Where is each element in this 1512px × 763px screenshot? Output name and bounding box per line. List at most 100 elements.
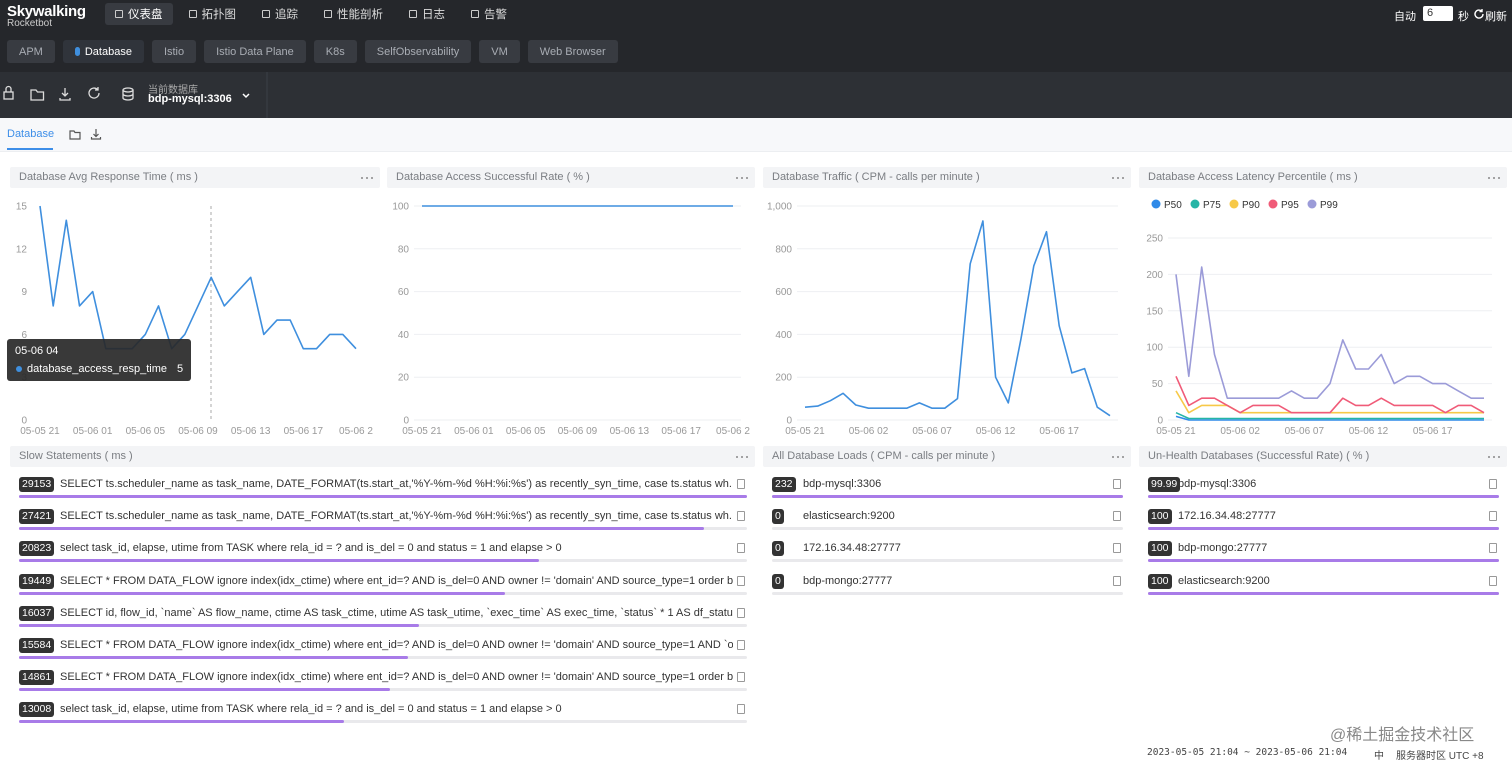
bar-track: [772, 495, 1123, 498]
nav-item[interactable]: 仪表盘: [105, 3, 173, 25]
x-tick-label: 05-06 07: [912, 426, 952, 437]
more-icon[interactable]: [360, 176, 374, 180]
more-icon[interactable]: [1487, 176, 1501, 180]
copy-icon[interactable]: [737, 543, 745, 554]
y-tick-label: 800: [775, 244, 792, 255]
refresh-button[interactable]: 刷新: [1485, 11, 1507, 23]
bar: [1148, 591, 1499, 595]
y-tick-label: 6: [21, 330, 27, 341]
copy-icon[interactable]: [737, 511, 745, 522]
y-tick-label: 60: [398, 287, 410, 298]
panel-title: Slow Statements ( ms ): [10, 446, 755, 467]
tab[interactable]: Database: [62, 40, 144, 63]
copy-icon[interactable]: [1489, 543, 1497, 554]
bar-track: [19, 656, 747, 659]
value-badge: 100: [1148, 509, 1172, 525]
line-series: [1175, 375, 1485, 414]
bar: [19, 495, 747, 498]
copy-icon[interactable]: [1113, 511, 1121, 522]
tab[interactable]: Web Browser: [527, 40, 618, 63]
copy-icon[interactable]: [1113, 543, 1121, 554]
bar-track: [1148, 591, 1499, 595]
more-icon[interactable]: [1487, 455, 1501, 459]
row-label: bdp-mysql:3306: [1178, 478, 1257, 490]
more-icon[interactable]: [1111, 455, 1125, 459]
copy-icon[interactable]: [737, 704, 745, 715]
copy-icon[interactable]: [1113, 479, 1121, 489]
x-tick-label: 05-06 02: [1220, 426, 1260, 437]
copy-icon[interactable]: [1489, 479, 1497, 489]
nav-item[interactable]: 告警: [461, 3, 517, 25]
copy-icon[interactable]: [737, 672, 745, 683]
panel-title: Database Traffic ( CPM - calls per minut…: [763, 167, 1131, 188]
x-tick-label: 05-06 07: [1285, 426, 1325, 437]
row-label: SELECT ts.scheduler_name as task_name, D…: [60, 478, 733, 490]
legend-swatch: [1190, 199, 1200, 209]
row-label: bdp-mongo:27777: [1178, 542, 1268, 555]
y-tick-label: 80: [398, 244, 410, 255]
dot: [746, 177, 748, 179]
tab[interactable]: APM: [7, 40, 55, 63]
x-tick-label: 05-06 17: [284, 426, 324, 437]
bar: [1148, 527, 1499, 531]
x-tick-label: 05-06 17: [1413, 426, 1453, 437]
tooltip-series: database_access_resp_time: [27, 363, 168, 375]
row-label: SELECT * FROM DATA_FLOW ignore index(idx…: [60, 639, 733, 651]
nav-item[interactable]: 追踪: [252, 3, 308, 25]
selector-value[interactable]: bdp-mysql:3306: [148, 93, 232, 105]
copy-icon[interactable]: [737, 575, 745, 586]
line-series: [1175, 415, 1484, 421]
copy-icon[interactable]: [737, 479, 745, 489]
copy-icon[interactable]: [737, 640, 745, 650]
bar-track: [1148, 527, 1499, 531]
y-tick-label: 0: [21, 416, 27, 427]
dot: [1112, 456, 1114, 458]
nav-label: 性能剖析: [337, 9, 383, 21]
y-tick-label: 200: [1146, 270, 1163, 281]
timezone: 服务器时区 UTC +8: [1396, 751, 1484, 762]
nav-item[interactable]: 日志: [399, 3, 455, 25]
nav-icon: [262, 10, 270, 18]
dot: [741, 456, 743, 458]
x-tick-label: 05-06 01: [73, 426, 113, 437]
x-tick-label: 05-05 21: [785, 426, 825, 437]
interval-input[interactable]: 6: [1423, 6, 1453, 21]
refresh-icon[interactable]: [1473, 8, 1485, 20]
y-tick-label: 400: [775, 330, 792, 341]
copy-icon[interactable]: [1489, 575, 1497, 586]
value-badge: 29153: [19, 477, 55, 492]
y-tick-label: 0: [403, 416, 409, 427]
dot: [1493, 456, 1495, 458]
copy-icon[interactable]: [1113, 575, 1121, 586]
tab[interactable]: VM: [479, 40, 520, 63]
language[interactable]: 中: [1374, 751, 1384, 762]
tab[interactable]: K8s: [313, 40, 357, 63]
tab-label: Istio: [163, 45, 185, 58]
x-tick-label: 05-06 02: [849, 426, 889, 437]
value-badge: 0: [772, 541, 784, 557]
more-icon[interactable]: [735, 176, 749, 180]
legend-swatch: [1307, 199, 1317, 209]
dot: [736, 177, 738, 179]
value-badge: 0: [772, 573, 784, 589]
copy-icon[interactable]: [1489, 511, 1497, 522]
bar-track: [19, 559, 747, 563]
more-icon[interactable]: [735, 455, 749, 459]
nav-icon: [324, 10, 332, 18]
more-icon[interactable]: [1111, 176, 1125, 180]
legend-swatch: [1151, 199, 1161, 209]
tab[interactable]: Istio Data Plane: [204, 40, 306, 63]
x-tick-label: 05-06 13: [231, 426, 271, 437]
line-series: [1175, 266, 1484, 399]
nav-item[interactable]: 拓扑图: [179, 3, 247, 25]
dot: [736, 456, 738, 458]
dot: [361, 177, 363, 179]
nav-item[interactable]: 性能剖析: [314, 3, 393, 25]
legend-label: P99: [1320, 200, 1338, 211]
panel-title: Database Access Successful Rate ( % ): [387, 167, 755, 188]
tab[interactable]: Istio: [151, 40, 197, 63]
copy-icon[interactable]: [737, 607, 745, 618]
sub-tab[interactable]: Database: [7, 128, 55, 140]
tab[interactable]: SelfObservability: [364, 40, 472, 63]
